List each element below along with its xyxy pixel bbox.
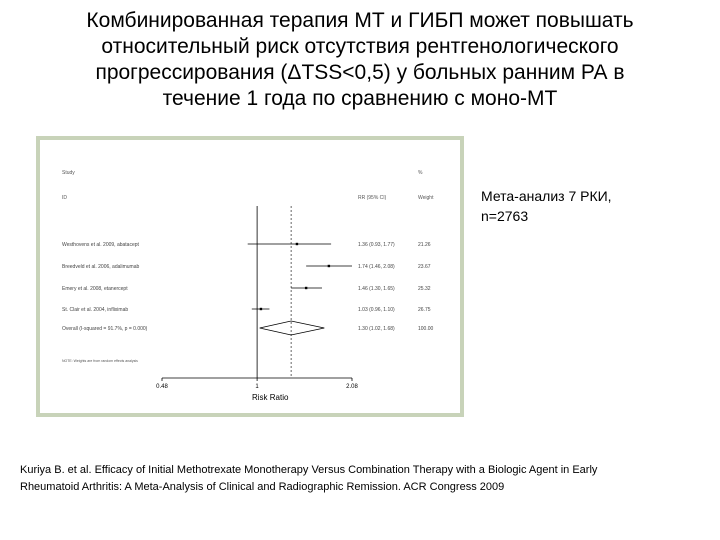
reference-citation: Kuriya B. et al. Efficacy of Initial Met… <box>20 462 710 496</box>
header-rr: RR (95% CI) <box>358 195 387 201</box>
overall-label: Overall (I-squared = 91.7%, p = 0.000) <box>62 326 148 332</box>
study-weight: 25.32 <box>418 286 431 292</box>
note-line-2: n=2763 <box>481 208 529 224</box>
overall-weight: 100.00 <box>418 326 434 332</box>
title-line-1: Комбинированная терапия МТ и ГИБП может … <box>86 9 634 32</box>
header-pct: % <box>418 170 423 176</box>
study-point-estimate <box>327 264 331 268</box>
header-study: Study <box>62 170 75 176</box>
header-weight: Weight <box>418 195 434 201</box>
slide-title: Комбинированная терапия МТ и ГИБП может … <box>20 8 700 112</box>
forest-plot-figure: Study % ID RR (95% CI) Weight Westhovens… <box>36 136 464 417</box>
footnote: NOTE: Weights are from random effects an… <box>62 359 138 363</box>
forest-plot: Study % ID RR (95% CI) Weight Westhovens… <box>62 170 434 402</box>
study-label: Emery et al. 2008, etanercept <box>62 286 128 292</box>
title-line-3: прогрессирования (ΔTSS<0,5) у больных ра… <box>95 61 625 84</box>
title-line-4: течение 1 года по сравнению с моно-МТ <box>162 87 558 110</box>
study-weight: 23.67 <box>418 264 431 270</box>
overall-diamond <box>259 320 325 336</box>
study-label: Breedveld et al. 2006, adalimumab <box>62 264 139 270</box>
study-weight: 21.26 <box>418 242 431 248</box>
study-ci: 1.74 (1.46, 2.08) <box>358 264 395 270</box>
study-ci: 1.46 (1.30, 1.65) <box>358 286 395 292</box>
study-label: Westhovens et al. 2009, abatacept <box>62 242 140 248</box>
overall-ci: 1.30 (1.02, 1.68) <box>358 326 395 332</box>
x-axis-label: Risk Ratio <box>252 393 289 402</box>
study-ci: 1.36 (0.93, 1.77) <box>358 242 395 248</box>
meta-analysis-note: Мета-анализ 7 РКИ, n=2763 <box>481 186 612 226</box>
citation-line-1: Kuriya B. et al. Efficacy of Initial Met… <box>20 464 598 476</box>
study-weight: 26.75 <box>418 307 431 313</box>
x-tick-label: 0.48 <box>156 384 168 390</box>
note-line-1: Мета-анализ 7 РКИ, <box>481 188 612 204</box>
header-id: ID <box>62 195 67 201</box>
title-line-2: относительный риск отсутствия рентгеноло… <box>101 35 619 58</box>
study-point-estimate <box>304 286 308 290</box>
study-point-estimate <box>295 242 299 246</box>
citation-line-2: Rheumatoid Arthritis: A Meta-Analysis of… <box>20 481 505 493</box>
study-ci: 1.03 (0.96, 1.10) <box>358 307 395 313</box>
study-point-estimate <box>259 307 263 311</box>
x-tick-label: 1 <box>255 384 259 390</box>
x-tick-label: 2.08 <box>346 384 358 390</box>
study-label: St. Clair et al. 2004, infliximab <box>62 307 128 313</box>
